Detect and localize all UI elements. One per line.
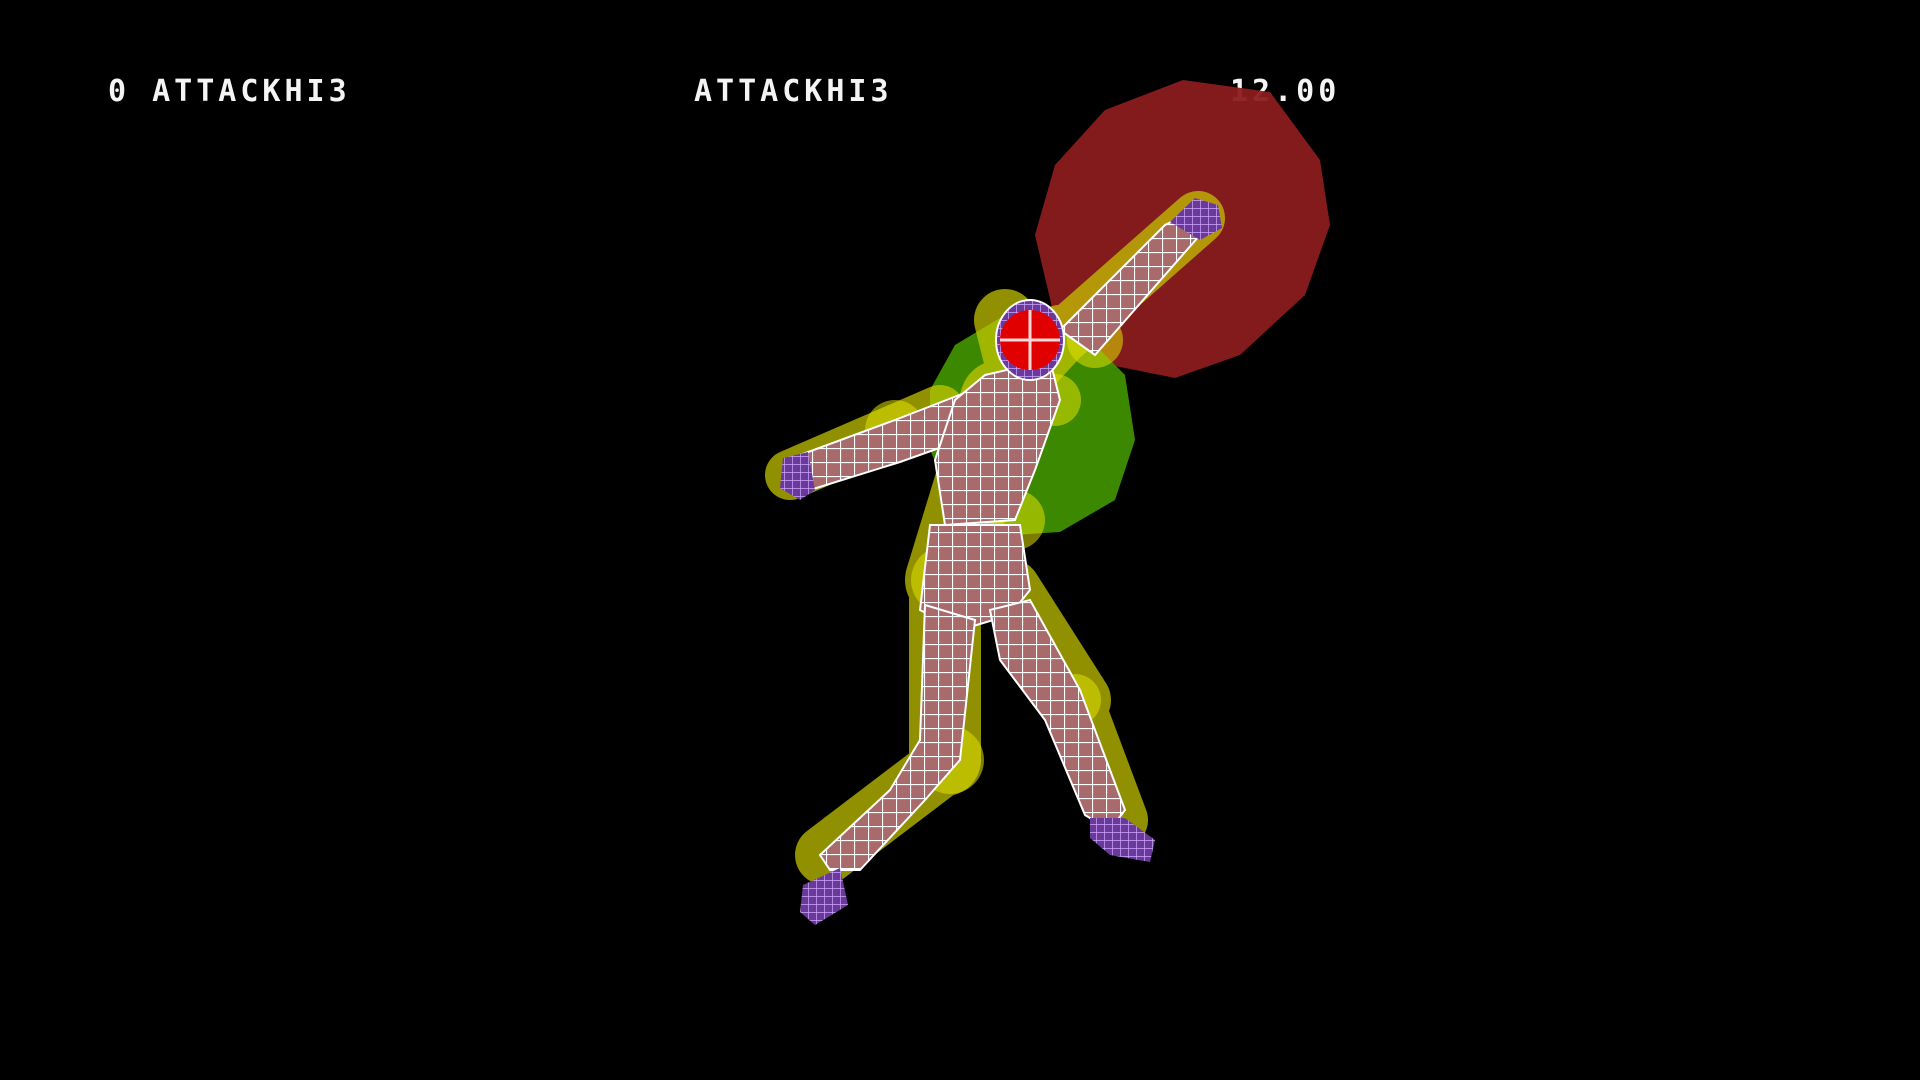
head-marker — [1000, 310, 1060, 370]
frame-counter-label: 0 ATTACKHI3 — [108, 74, 351, 109]
character-wireframe-mesh — [780, 198, 1222, 925]
animation-name-label: ATTACKHI3 — [694, 74, 893, 109]
